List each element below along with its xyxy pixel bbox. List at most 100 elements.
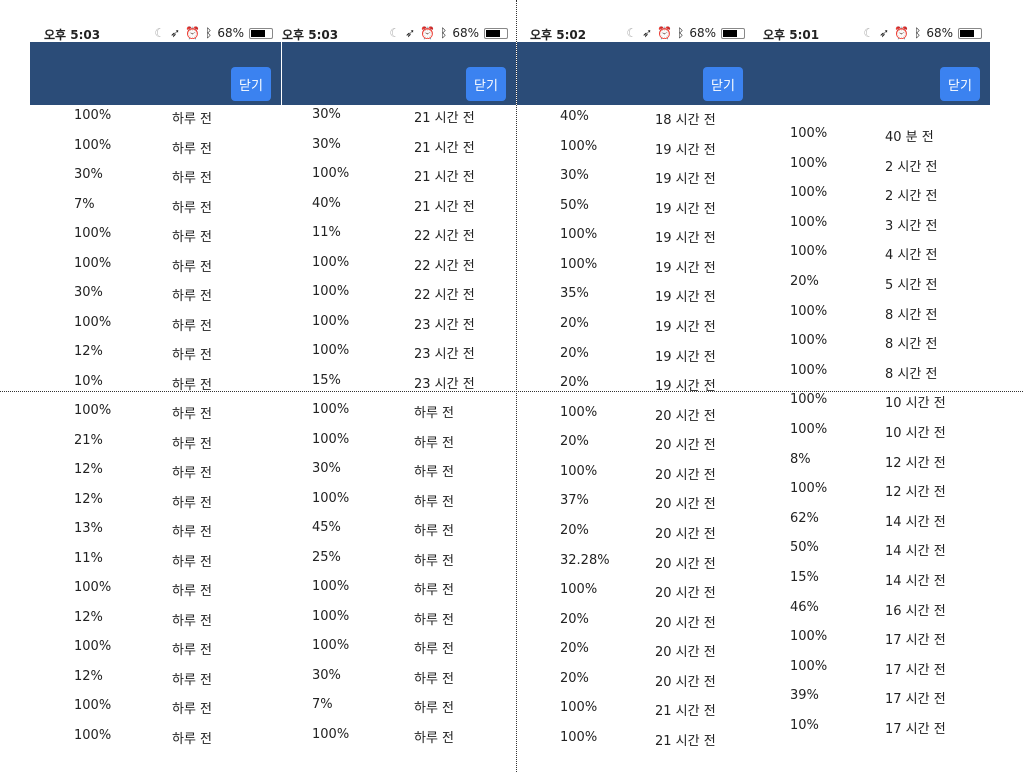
list-item[interactable]: 12% 하루 전	[30, 669, 281, 689]
list-item[interactable]: 100% 22 시간 전	[282, 255, 516, 275]
list-item[interactable]: 15% 23 시간 전	[282, 373, 516, 393]
status-icons: ☾ ➶ ⏰ ᛒ 68%	[863, 26, 982, 40]
list-item[interactable]: 30% 19 시간 전	[517, 168, 753, 188]
list-item[interactable]: 11% 22 시간 전	[282, 225, 516, 245]
list-item[interactable]: 20% 19 시간 전	[517, 375, 753, 395]
list-item[interactable]: 40% 21 시간 전	[282, 196, 516, 216]
battery-icon	[249, 27, 273, 39]
list-item[interactable]: 20% 5 시간 전	[753, 274, 990, 294]
close-button[interactable]: 닫기	[703, 67, 743, 101]
list-item[interactable]: 100% 하루 전	[30, 138, 281, 158]
list-item[interactable]: 100% 17 시간 전	[753, 659, 990, 679]
list-item[interactable]: 11% 하루 전	[30, 551, 281, 571]
list-item[interactable]: 20% 20 시간 전	[517, 612, 753, 632]
list-item[interactable]: 12% 하루 전	[30, 610, 281, 630]
percent-value: 100%	[74, 226, 112, 241]
list-item[interactable]: 40% 18 시간 전	[517, 109, 753, 129]
percent-value: 100%	[312, 431, 350, 447]
list-item[interactable]: 7% 하루 전	[282, 697, 516, 717]
list-item[interactable]: 35% 19 시간 전	[517, 286, 753, 306]
list-item[interactable]: 100% 하루 전	[30, 728, 281, 748]
list-item[interactable]: 100% 하루 전	[30, 108, 281, 128]
list-item[interactable]: 100% 하루 전	[30, 580, 281, 600]
list-item[interactable]: 100% 하루 전	[282, 727, 516, 747]
close-button[interactable]: 닫기	[940, 67, 980, 101]
list-item[interactable]: 100% 하루 전	[282, 491, 516, 511]
list-item[interactable]: 100% 19 시간 전	[517, 227, 753, 247]
list-item[interactable]: 7% 하루 전	[30, 197, 281, 217]
list-item[interactable]: 62% 14 시간 전	[753, 511, 990, 531]
list-item[interactable]: 15% 14 시간 전	[753, 570, 990, 590]
list-item[interactable]: 20% 20 시간 전	[517, 671, 753, 691]
list-item[interactable]: 39% 17 시간 전	[753, 688, 990, 708]
list-item[interactable]: 100% 하루 전	[282, 638, 516, 658]
list-item[interactable]: 20% 20 시간 전	[517, 434, 753, 454]
list-item[interactable]: 21% 하루 전	[30, 433, 281, 453]
list-item[interactable]: 30% 하루 전	[282, 668, 516, 688]
list-item[interactable]: 100% 20 시간 전	[517, 464, 753, 484]
time-ago: 하루 전	[172, 466, 213, 481]
list-item[interactable]: 100% 하루 전	[30, 639, 281, 659]
list-item[interactable]: 100% 20 시간 전	[517, 582, 753, 602]
list-item[interactable]: 45% 하루 전	[282, 520, 516, 540]
percent-value: 100%	[560, 404, 598, 420]
list-item[interactable]: 30% 하루 전	[282, 461, 516, 481]
list-item[interactable]: 30% 21 시간 전	[282, 107, 516, 127]
list-item[interactable]: 100% 21 시간 전	[517, 730, 753, 750]
list-item[interactable]: 100% 하루 전	[282, 402, 516, 422]
list-item[interactable]: 100% 하루 전	[30, 403, 281, 423]
list-item[interactable]: 8% 12 시간 전	[753, 452, 990, 472]
list-item[interactable]: 100% 19 시간 전	[517, 139, 753, 159]
list-item[interactable]: 100% 하루 전	[282, 432, 516, 452]
list-item[interactable]: 12% 하루 전	[30, 492, 281, 512]
list-item[interactable]: 100% 40 분 전	[753, 126, 990, 146]
list-item[interactable]: 37% 20 시간 전	[517, 493, 753, 513]
list-item[interactable]: 12% 하루 전	[30, 344, 281, 364]
list-item[interactable]: 50% 14 시간 전	[753, 540, 990, 560]
list-item[interactable]: 100% 10 시간 전	[753, 422, 990, 442]
list-item[interactable]: 50% 19 시간 전	[517, 198, 753, 218]
list-item[interactable]: 100% 2 시간 전	[753, 185, 990, 205]
list-item[interactable]: 46% 16 시간 전	[753, 600, 990, 620]
list-item[interactable]: 100% 22 시간 전	[282, 284, 516, 304]
list-item[interactable]: 100% 23 시간 전	[282, 314, 516, 334]
list-item[interactable]: 20% 19 시간 전	[517, 316, 753, 336]
list-item[interactable]: 100% 3 시간 전	[753, 215, 990, 235]
list-item[interactable]: 100% 하루 전	[30, 226, 281, 246]
list-item[interactable]: 30% 21 시간 전	[282, 137, 516, 157]
list-item[interactable]: 25% 하루 전	[282, 550, 516, 570]
close-button[interactable]: 닫기	[231, 67, 271, 101]
list-item[interactable]: 32.28% 20 시간 전	[517, 553, 753, 573]
list-item[interactable]: 100% 8 시간 전	[753, 333, 990, 353]
list-item[interactable]: 100% 4 시간 전	[753, 244, 990, 264]
list-item[interactable]: 100% 하루 전	[282, 579, 516, 599]
list-item[interactable]: 100% 10 시간 전	[753, 392, 990, 412]
list-item[interactable]: 100% 하루 전	[30, 256, 281, 276]
list-item[interactable]: 100% 19 시간 전	[517, 257, 753, 277]
list-item[interactable]: 10% 17 시간 전	[753, 718, 990, 738]
list-item[interactable]: 100% 하루 전	[30, 315, 281, 335]
list-item[interactable]: 100% 8 시간 전	[753, 304, 990, 324]
list-item[interactable]: 100% 8 시간 전	[753, 363, 990, 383]
percent-value: 100%	[312, 284, 350, 299]
list-item[interactable]: 30% 하루 전	[30, 285, 281, 305]
time-ago: 하루 전	[172, 731, 213, 747]
list-item[interactable]: 13% 하루 전	[30, 521, 281, 541]
list-item[interactable]: 20% 20 시간 전	[517, 641, 753, 661]
list-item[interactable]: 100% 20 시간 전	[517, 405, 753, 425]
list-item[interactable]: 30% 하루 전	[30, 167, 281, 187]
close-button[interactable]: 닫기	[466, 67, 506, 101]
list-item[interactable]: 100% 12 시간 전	[753, 481, 990, 501]
bluetooth-icon: ᛒ	[914, 26, 922, 40]
list-item[interactable]: 100% 21 시간 전	[517, 700, 753, 720]
list-item[interactable]: 20% 19 시간 전	[517, 346, 753, 366]
list-item[interactable]: 12% 하루 전	[30, 462, 281, 482]
list-item[interactable]: 100% 17 시간 전	[753, 629, 990, 649]
list-item[interactable]: 100% 2 시간 전	[753, 156, 990, 176]
list-item[interactable]: 100% 23 시간 전	[282, 343, 516, 363]
list-item[interactable]: 10% 하루 전	[30, 374, 281, 394]
list-item[interactable]: 100% 하루 전	[282, 609, 516, 629]
list-item[interactable]: 20% 20 시간 전	[517, 523, 753, 543]
list-item[interactable]: 100% 21 시간 전	[282, 166, 516, 186]
list-item[interactable]: 100% 하루 전	[30, 698, 281, 718]
